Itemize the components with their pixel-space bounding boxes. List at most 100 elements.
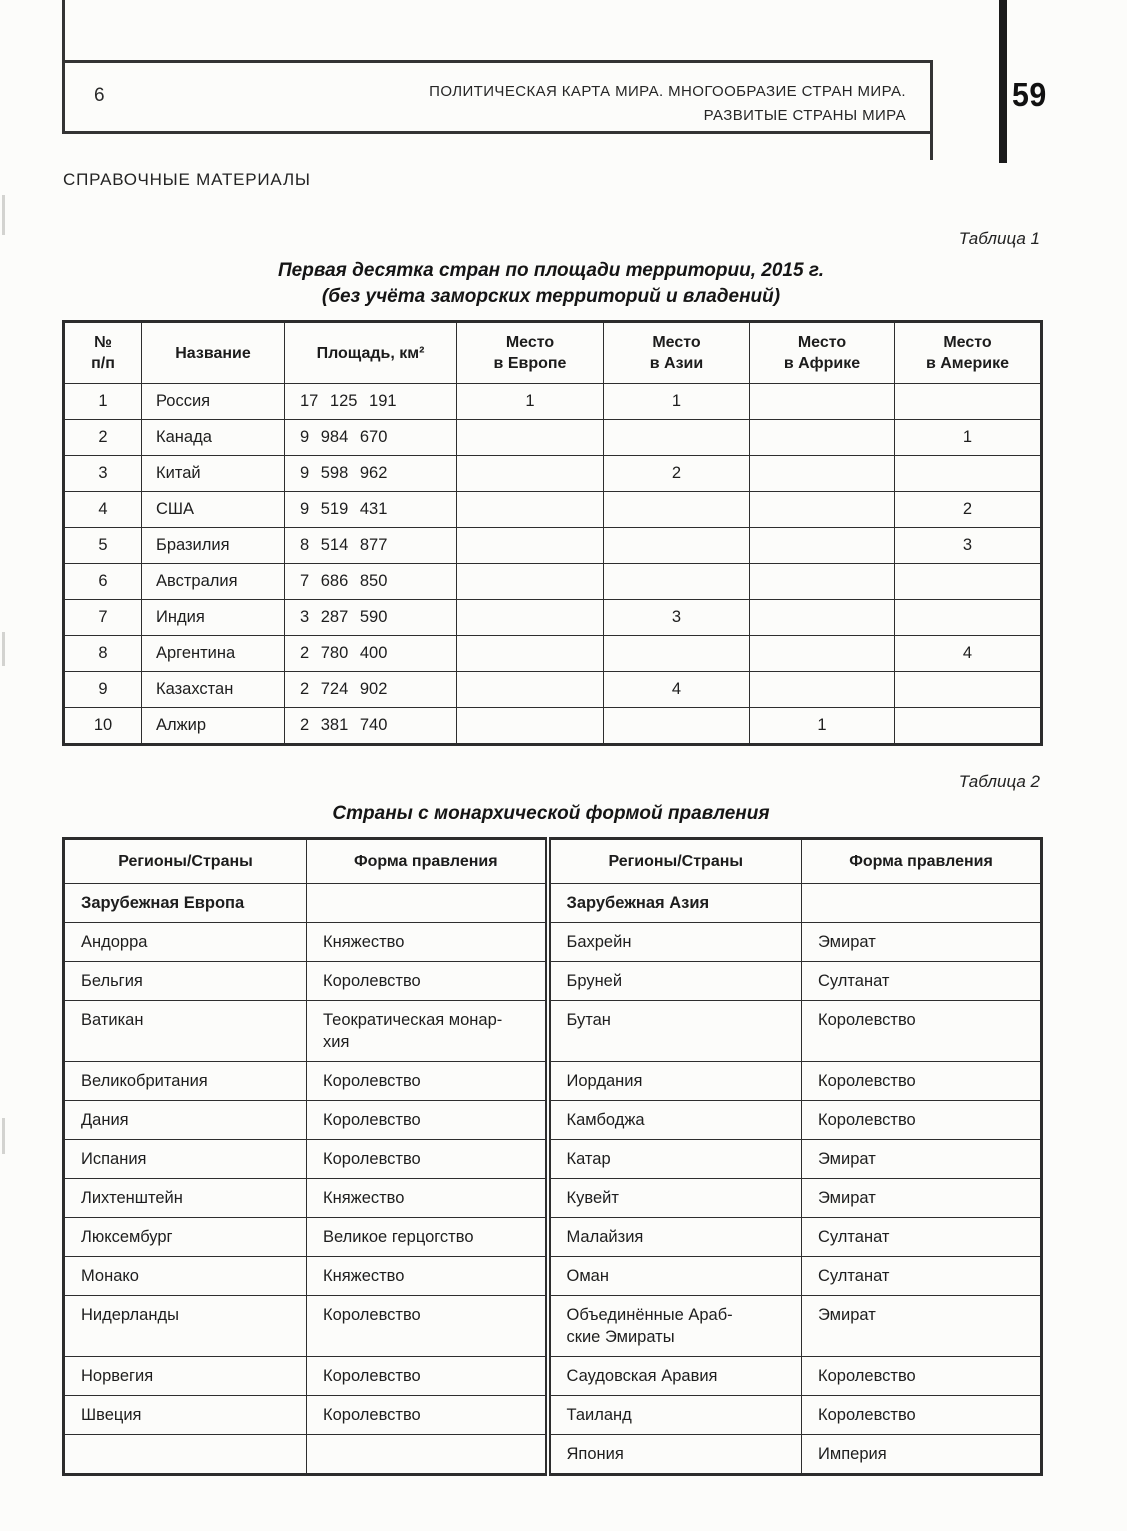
table-cell: Королевство: [801, 1061, 1042, 1101]
table-cell: Бельгия: [63, 961, 307, 1001]
table-cell: [456, 491, 604, 528]
table-cell: [801, 883, 1042, 923]
table-row: 1 Россия 17 125 191 1 1: [63, 383, 1042, 420]
scan-artifact: [2, 1118, 5, 1154]
header-frame-left-rule: [62, 0, 65, 134]
table-cell: 9 519 431: [284, 491, 457, 528]
table-cell: [603, 419, 750, 456]
table-cell: Теократическая монар- хия: [306, 1000, 548, 1062]
table-cell: Королевство: [801, 1100, 1042, 1140]
table-row: Ватикан Теократическая монар- хия Бутан Кор…: [63, 1000, 1042, 1062]
region-row: Зарубежная Европа Зарубежная Азия: [63, 883, 1042, 923]
table-cell: Княжество: [306, 1178, 548, 1218]
running-title-line2: РАЗВИТЫЕ СТРАНЫ МИРА: [703, 107, 906, 124]
column-header: Место в Африке: [749, 321, 895, 384]
table-cell: Иордания: [544, 1061, 802, 1101]
table-row: Андорра Княжество Бахрейн Эмират: [63, 922, 1042, 962]
table-cell: 1: [603, 383, 750, 420]
table-cell: [749, 563, 895, 600]
table-cell: Канада: [141, 419, 285, 456]
table-cell: Бахрейн: [544, 922, 802, 962]
table-cell: [894, 383, 1042, 420]
table-cell: Оман: [544, 1256, 802, 1296]
table-cell: 17 125 191: [284, 383, 457, 420]
table-cell: Лихтенштейн: [63, 1178, 307, 1218]
table-cell: 4: [603, 671, 750, 708]
running-title: ПОЛИТИЧЕСКАЯ КАРТА МИРА. МНОГООБРАЗИЕ СТ…: [250, 80, 906, 128]
table-cell: 2: [63, 419, 142, 456]
table-cell: 1: [456, 383, 604, 420]
table-cell: Андорра: [63, 922, 307, 962]
table-cell: 1: [63, 383, 142, 420]
table-row: 9 Казахстан 2 724 902 4: [63, 671, 1042, 708]
column-header: Регионы/Страны: [544, 838, 802, 884]
table-cell: [456, 671, 604, 708]
table-cell: [456, 599, 604, 636]
column-header: Место в Европе: [456, 321, 604, 384]
table-cell: Султанат: [801, 1256, 1042, 1296]
table-cell: 3 287 590: [284, 599, 457, 636]
table-cell: Швеция: [63, 1395, 307, 1435]
table-cell: 8 514 877: [284, 527, 457, 564]
column-header: Место в Америке: [894, 321, 1042, 384]
section-title: СПРАВОЧНЫЕ МАТЕРИАЛЫ: [63, 170, 311, 189]
table-cell: [306, 1434, 548, 1475]
table-cell: Зарубежная Европа: [63, 883, 307, 923]
table-cell: [603, 707, 750, 745]
table-cell: Индия: [141, 599, 285, 636]
table-cell: Эмират: [801, 1139, 1042, 1179]
table2-label: Таблица 2: [958, 772, 1040, 791]
column-header: Место в Азии: [603, 321, 750, 384]
table-cell: Китай: [141, 455, 285, 492]
table-cell: Княжество: [306, 922, 548, 962]
table-cell: Королевство: [306, 1139, 548, 1179]
table-cell: 1: [749, 707, 895, 745]
table-row: Дания Королевство Камбоджа Королевство: [63, 1100, 1042, 1140]
table-cell: [456, 563, 604, 600]
table-row: Люксембург Великое герцогство Малайзия Султ…: [63, 1217, 1042, 1257]
table-cell: Россия: [141, 383, 285, 420]
table-cell: Таиланд: [544, 1395, 802, 1435]
table-cell: Монако: [63, 1256, 307, 1296]
table-row: Норвегия Королевство Саудовская Аравия Коро…: [63, 1356, 1042, 1396]
table-cell: [603, 491, 750, 528]
table-cell: Нидерланды: [63, 1295, 307, 1357]
table-cell: Княжество: [306, 1256, 548, 1296]
table-row: Нидерланды Королевство Объединённые Араб- …: [63, 1295, 1042, 1357]
table-row: 4 США 9 519 431 2: [63, 491, 1042, 528]
table-cell: Катар: [544, 1139, 802, 1179]
scan-artifact: [2, 632, 5, 666]
table-cell: [749, 671, 895, 708]
table-cell: [894, 671, 1042, 708]
table-cell: Камбоджа: [544, 1100, 802, 1140]
table-cell: Королевство: [306, 1395, 548, 1435]
table-cell: [63, 1434, 307, 1475]
table-cell: [456, 419, 604, 456]
table-cell: Малайзия: [544, 1217, 802, 1257]
table-row: Великобритания Королевство Иордания Королев…: [63, 1061, 1042, 1101]
table-cell: 2 780 400: [284, 635, 457, 672]
table-cell: Великое герцогство: [306, 1217, 548, 1257]
table1-title: Первая десятка стран по площади территор…: [278, 260, 824, 281]
table-cell: Саудовская Аравия: [544, 1356, 802, 1396]
table-row: Лихтенштейн Княжество Кувейт Эмират: [63, 1178, 1042, 1218]
table-cell: 4: [63, 491, 142, 528]
table-row: 10 Алжир 2 381 740 1: [63, 707, 1042, 745]
page-content: Таблица 1 Первая десятка стран по площад…: [62, 229, 1043, 1476]
table-cell: Эмират: [801, 1178, 1042, 1218]
table-cell: Бразилия: [141, 527, 285, 564]
table-cell: [749, 635, 895, 672]
table-cell: [603, 527, 750, 564]
table-cell: Королевство: [306, 1100, 548, 1140]
table-row: Япония Империя: [63, 1434, 1042, 1475]
header-frame-bottom-rule: [62, 131, 933, 134]
top10-area-table: № п/п Название Площадь, км² Место в Европе М…: [62, 320, 1043, 746]
table-cell: 3: [63, 455, 142, 492]
table-cell: [749, 599, 895, 636]
column-header: Название: [141, 321, 285, 384]
left-page-number: 6: [94, 85, 105, 106]
table-cell: [749, 455, 895, 492]
table-row: Бельгия Королевство Бруней Султанат: [63, 961, 1042, 1001]
table-row: Испания Королевство Катар Эмират: [63, 1139, 1042, 1179]
table-row: 5 Бразилия 8 514 877 3: [63, 527, 1042, 564]
